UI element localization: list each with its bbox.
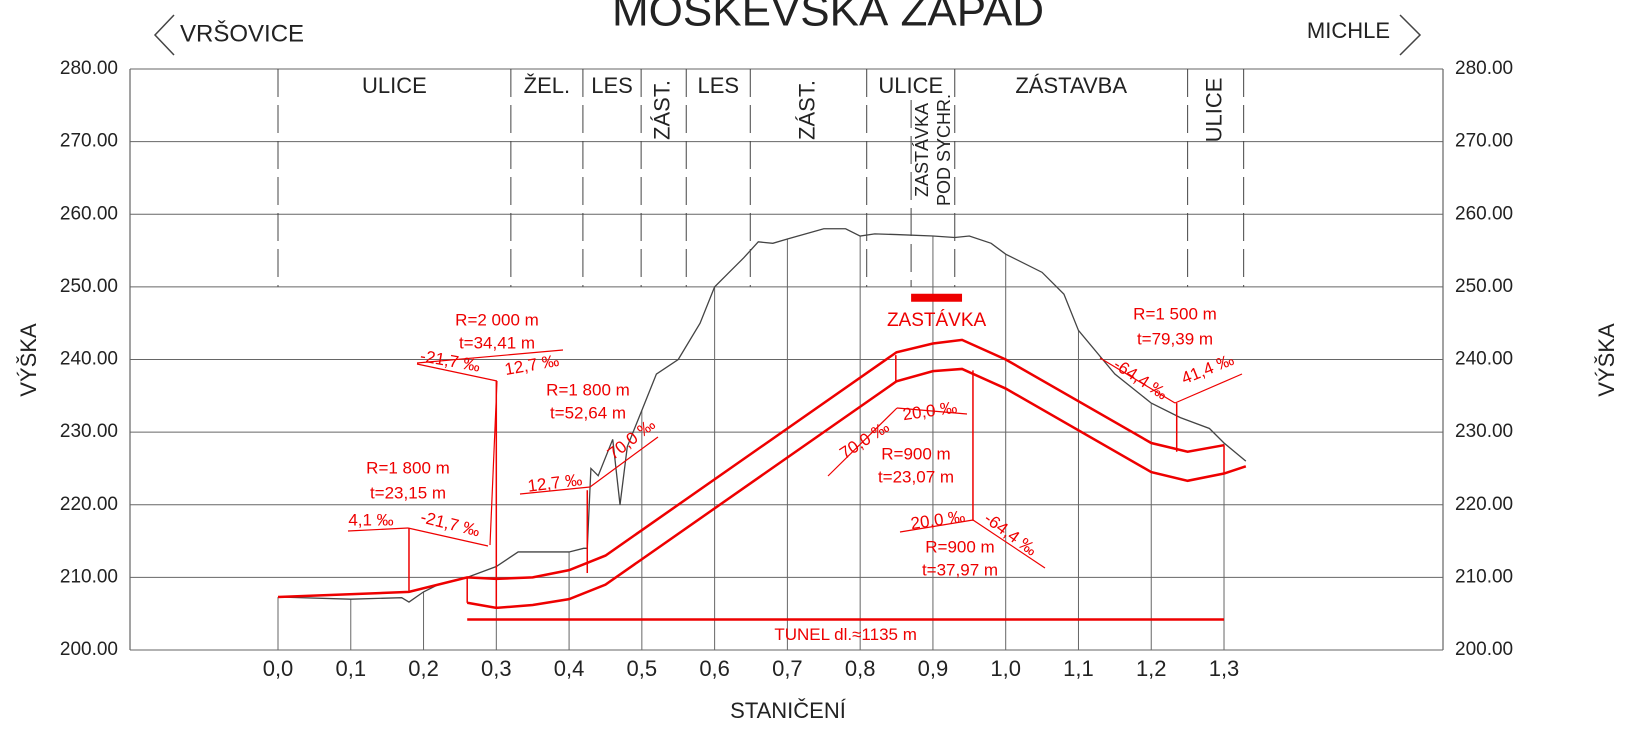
stop-label: ZASTÁVKA: [887, 310, 987, 331]
tunnel-invert: [466, 367, 1247, 610]
x-tick-label: 1,2: [1136, 656, 1167, 681]
tangent-line: [519, 486, 591, 495]
tangent-line: [416, 363, 498, 382]
y-tick-label-right: 230.00: [1455, 421, 1513, 442]
y-tick-label-right: 240.00: [1455, 349, 1513, 370]
x-tick-label: 0,8: [845, 656, 876, 681]
zone-label: ZÁSTAVBA: [1015, 73, 1127, 98]
tangent-line: [589, 436, 659, 488]
x-tick-label: 0,9: [918, 656, 949, 681]
left-arrow: [153, 14, 175, 56]
y-tick-label: 230.00: [60, 421, 118, 442]
annotation: 12,7 ‰: [527, 470, 584, 496]
y-axis-label: VÝŠKA: [16, 323, 41, 397]
annotation: R=900 m: [925, 537, 994, 556]
terrain-line: [277, 228, 1247, 603]
y-tick-label: 220.00: [60, 494, 118, 515]
y-tick-label: 200.00: [60, 639, 118, 660]
zone-label: ŽEL.: [524, 73, 570, 98]
x-tick-label: 0,1: [335, 656, 366, 681]
annotation: t=52,64 m: [550, 403, 626, 422]
zone-stop-label: ZASTÁVKA: [912, 103, 932, 197]
y-tick-label: 250.00: [60, 276, 118, 297]
zone-label: ULICE: [1201, 78, 1226, 143]
annotation: 20,0 ‰: [901, 398, 958, 424]
zone-label: ULICE: [878, 73, 943, 98]
tangent-line: [416, 349, 564, 364]
annotation: t=34,41 m: [459, 333, 535, 352]
y-tick-label-right: 210.00: [1455, 566, 1513, 587]
tangent-line: [1099, 357, 1176, 404]
tunnel-crown: [277, 338, 1225, 599]
tangent-line: [347, 527, 409, 532]
x-tick-label: 1,0: [990, 656, 1021, 681]
tangent-line: [899, 519, 974, 533]
annotation: R=1 500 m: [1133, 304, 1217, 323]
tangent-line: [827, 407, 898, 477]
annotation: R=1 800 m: [546, 380, 630, 399]
y-tick-label: 270.00: [60, 131, 118, 152]
x-tick-label: 1,1: [1063, 656, 1094, 681]
annotation: -64,4 ‰: [1110, 355, 1171, 404]
annotation: R=1 800 m: [366, 458, 450, 477]
annotation: t=37,97 m: [922, 560, 998, 579]
annotation: t=79,39 m: [1137, 329, 1213, 348]
left-direction: VRŠOVICE: [180, 19, 304, 47]
y-tick-label-right: 250.00: [1455, 276, 1513, 297]
y-tick-label-right: 280.00: [1455, 58, 1513, 79]
annotation: 4,1 ‰: [348, 510, 393, 529]
y-tick-label: 210.00: [60, 566, 118, 587]
right-arrow: [1399, 14, 1422, 56]
zone-label: ULICE: [362, 73, 427, 98]
tangent-line: [489, 380, 498, 546]
chart-title: MOSKEVSKÁ ZÁPAD: [612, 0, 1044, 36]
annotation: 41,4 ‰: [1179, 350, 1237, 388]
annotation: t=23,07 m: [878, 467, 954, 486]
tunnel-label: TUNEL dl.≈1135 m: [774, 625, 917, 644]
y-axis-label-right: VÝŠKA: [1594, 323, 1619, 397]
annotation: t=23,15 m: [370, 483, 446, 502]
y-tick-label: 240.00: [60, 349, 118, 370]
right-direction: MICHLE: [1307, 18, 1390, 43]
x-axis-label: STANIČENÍ: [730, 698, 847, 723]
tangent-line: [896, 407, 968, 415]
zone-label: ZÁST.: [794, 80, 819, 140]
annotation: 20,0 ‰: [909, 507, 966, 533]
y-tick-label: 280.00: [60, 58, 118, 79]
x-tick-label: 0,0: [263, 656, 294, 681]
tangent-line: [407, 527, 489, 547]
x-tick-label: 0,2: [408, 656, 439, 681]
tangent-line: [972, 519, 1046, 569]
x-tick-label: 0,3: [481, 656, 512, 681]
zone-stop-label: POD SYCHR.: [934, 94, 954, 206]
y-tick-label: 260.00: [60, 203, 118, 224]
zone-label: LES: [591, 73, 633, 98]
x-tick-label: 0,7: [772, 656, 803, 681]
x-tick-label: 1,3: [1209, 656, 1240, 681]
y-tick-label-right: 270.00: [1455, 131, 1513, 152]
zone-label: LES: [697, 73, 739, 98]
annotation: -21,7 ‰: [419, 507, 482, 540]
x-tick-label: 0,4: [554, 656, 585, 681]
y-tick-label-right: 220.00: [1455, 494, 1513, 515]
annotation: R=2 000 m: [455, 310, 539, 329]
zone-label: ZÁST.: [649, 80, 674, 140]
y-tick-label-right: 260.00: [1455, 203, 1513, 224]
tangent-line: [1174, 373, 1243, 404]
x-tick-label: 0,5: [627, 656, 658, 681]
y-tick-label-right: 200.00: [1455, 639, 1513, 660]
x-tick-label: 0,6: [699, 656, 730, 681]
annotation: R=900 m: [881, 444, 950, 463]
